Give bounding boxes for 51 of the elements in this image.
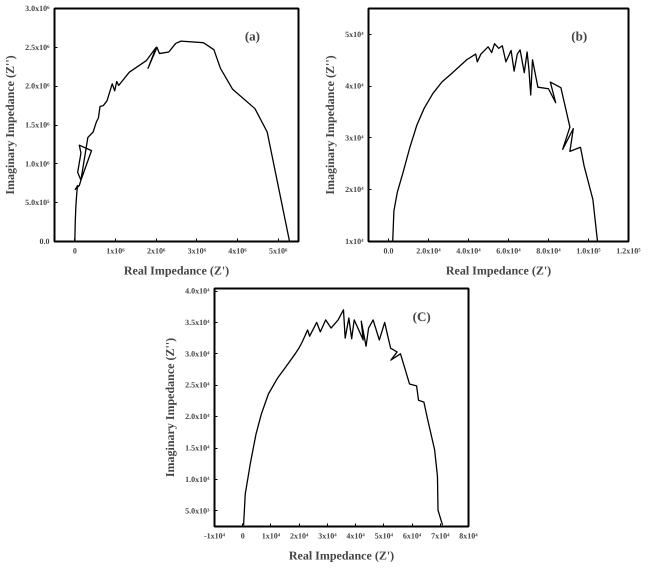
- x-tick-label: 8.0x10⁴: [536, 246, 562, 256]
- y-tick-label: 5.0x10³: [185, 506, 210, 516]
- y-tick-label: 3.0x10⁶: [25, 4, 50, 13]
- y-tick-label: 3x10⁴: [345, 133, 364, 142]
- y-tick-label: 0.0: [40, 237, 50, 246]
- x-tick-label: 5x10⁴: [374, 532, 394, 540]
- y-tick-label: 1.5x10⁶: [25, 120, 50, 130]
- x-tick-label: 1.2x10⁵: [616, 246, 642, 256]
- y-tick-label: 5.0x10⁵: [25, 198, 50, 208]
- x-tick-label: 6.0x10⁴: [496, 246, 522, 256]
- y-tick-label: 3.0x10⁴: [185, 349, 210, 358]
- x-tick-label: 4.0x10⁴: [456, 246, 482, 256]
- y-tick-label: 1x10⁴: [345, 237, 364, 246]
- y-tick-label: 1.0x10⁴: [185, 474, 210, 484]
- y-tick-label: 2.5x10⁶: [25, 42, 50, 52]
- annotation: (C): [412, 309, 431, 324]
- x-tick-label: 1x10⁶: [106, 246, 126, 256]
- y-tick-label: 3.5x10⁴: [185, 318, 210, 327]
- y-tick-label: 2.0x10⁶: [25, 82, 50, 91]
- y-tick-label: 1.0x10⁶: [25, 159, 50, 168]
- y-axis-title: Imaginary Impedance (Z''): [323, 55, 338, 195]
- y-tick-label: 4x10⁴: [345, 82, 364, 91]
- x-tick-label: 0: [240, 532, 245, 540]
- x-tick-label: 7x10⁴: [431, 532, 450, 540]
- x-tick-label: 2x10⁶: [146, 246, 166, 256]
- x-axis-title: Real Impedance (Z'): [124, 264, 230, 278]
- annotation: (b): [571, 28, 588, 44]
- y-tick-label: 1.5x10⁴: [185, 444, 210, 453]
- x-axis-title: Real Impedance (Z'): [446, 264, 552, 278]
- x-tick-label: 6x10⁴: [402, 532, 422, 540]
- x-tick-label: 0: [72, 246, 77, 256]
- annotation: (a): [244, 28, 260, 44]
- x-tick-label: 2.0x10⁴: [416, 246, 442, 256]
- y-tick-label: 2.0x10⁴: [185, 412, 210, 422]
- y-tick-label: 5x10⁴: [345, 30, 364, 39]
- x-tick-label: 0.0: [384, 246, 394, 256]
- x-tick-label: 3x10⁶: [188, 246, 207, 256]
- y-tick-label: 4.0x10⁴: [185, 286, 210, 296]
- y-tick-label: 2x10⁴: [345, 185, 364, 194]
- y-axis-title: Imaginary Impedance (Z''): [163, 338, 178, 478]
- x-tick-label: 8x10⁴: [459, 532, 478, 540]
- x-tick-label: 1.0x10⁵: [576, 246, 602, 256]
- x-tick-label: 3x10⁴: [318, 532, 338, 540]
- x-axis-title: Real Impedance (Z'): [288, 548, 394, 562]
- x-tick-label: -1x10⁴: [204, 532, 226, 540]
- x-tick-label: 2x10⁴: [290, 532, 309, 540]
- x-tick-label: 5x10⁶: [268, 246, 288, 256]
- x-tick-label: 1x10⁴: [262, 532, 281, 540]
- x-tick-label: 4x10⁶: [228, 246, 248, 256]
- y-tick-label: 2.5x10⁴: [185, 380, 210, 390]
- y-axis-title: Imaginary Impedance (Z''): [3, 55, 18, 195]
